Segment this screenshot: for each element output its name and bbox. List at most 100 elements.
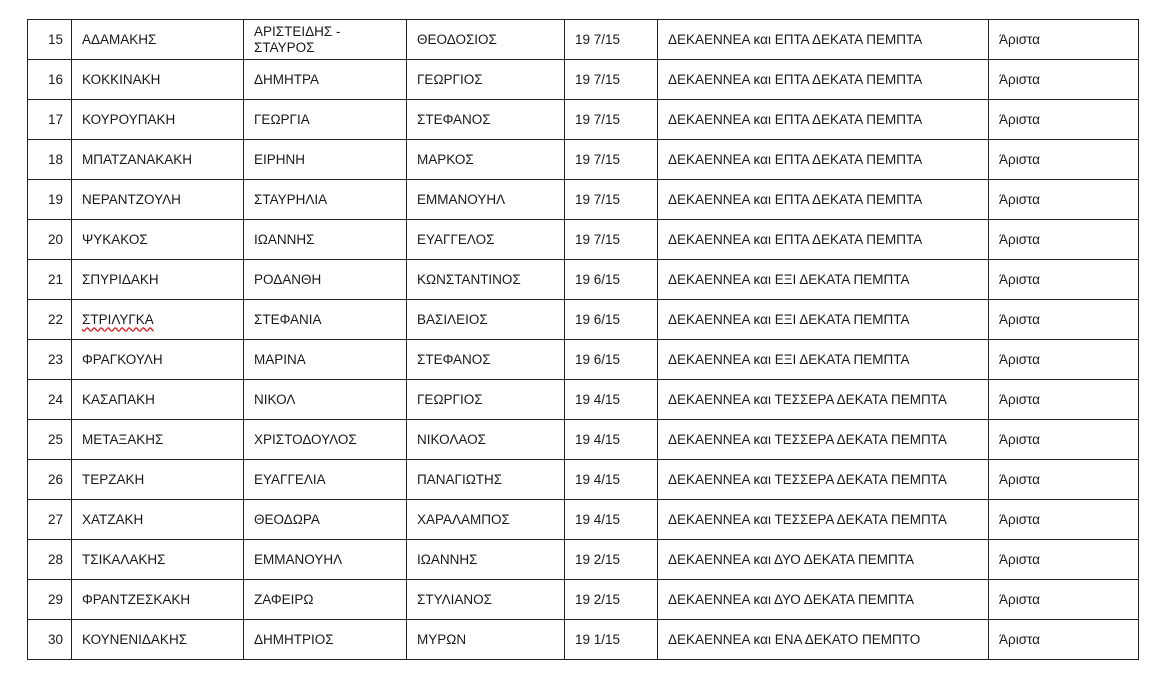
table-row: 25 ΜΕΤΑΞΑΚΗΣ ΧΡΙΣΤΟΔΟΥΛΟΣ ΝΙΚΟΛΑΟΣ 19 4/15 ΔΕ…	[27, 419, 1139, 460]
first-name-cell: ΖΑΦΕΙΡΩ	[243, 579, 407, 620]
mark-cell: Άριστα	[988, 579, 1139, 620]
grade-in-words-text: ΔΕΚΑΕΝΝΕΑ και ΤΕΣΣΕΡΑ ΔΕΚΑΤΑ ΠΕΜΠΤΑ	[668, 471, 947, 487]
father-name-text: ΙΩΑΝΝΗΣ	[417, 551, 478, 567]
surname-cell: ΤΕΡΖΑΚΗ	[71, 459, 244, 500]
grade-in-words-cell: ΔΕΚΑΕΝΝΕΑ και ΕΠΤΑ ΔΕΚΑΤΑ ΠΕΜΠΤΑ	[657, 179, 989, 220]
row-number-cell: 25	[27, 419, 72, 460]
father-name-text: ΘΕΟΔΟΣΙΟΣ	[417, 31, 497, 47]
row-number-text: 25	[47, 431, 63, 447]
first-name-text: ΕΙΡΗΝΗ	[254, 151, 306, 167]
surname-text: ΚΟΚΚΙΝΑΚΗ	[82, 71, 161, 87]
row-number-cell: 21	[27, 259, 72, 300]
row-number-cell: 29	[27, 579, 72, 620]
grade-cell: 19 2/15	[564, 579, 658, 620]
first-name-cell: ΕΜΜΑΝΟΥΗΛ	[243, 539, 407, 580]
surname-text: ΣΠΥΡΙΔΑΚΗ	[82, 271, 159, 287]
mark-cell: Άριστα	[988, 139, 1139, 180]
first-name-cell: ΝΙΚΟΛ	[243, 379, 407, 420]
surname-cell: ΚΟΚΚΙΝΑΚΗ	[71, 59, 244, 100]
grade-in-words-cell: ΔΕΚΑΕΝΝΕΑ και ΕΝΑ ΔΕΚΑΤΟ ΠΕΜΠΤΟ	[657, 619, 989, 660]
grade-cell: 19 7/15	[564, 179, 658, 220]
grade-text: 19 4/15	[575, 391, 621, 407]
mark-cell: Άριστα	[988, 219, 1139, 260]
row-number-text: 23	[47, 351, 63, 367]
grade-cell: 19 4/15	[564, 419, 658, 460]
first-name-text: ΧΡΙΣΤΟΔΟΥΛΟΣ	[254, 431, 357, 447]
row-number-cell: 23	[27, 339, 72, 380]
grade-in-words-cell: ΔΕΚΑΕΝΝΕΑ και ΔΥΟ ΔΕΚΑΤΑ ΠΕΜΠΤΑ	[657, 579, 989, 620]
first-name-text: ΜΑΡΙΝΑ	[254, 351, 306, 367]
surname-text: ΨΥΚΑΚΟΣ	[82, 231, 148, 247]
grade-in-words-text: ΔΕΚΑΕΝΝΕΑ και ΕΠΤΑ ΔΕΚΑΤΑ ΠΕΜΠΤΑ	[668, 111, 923, 127]
table-row: 30 ΚΟΥΝΕΝΙΔΑΚΗΣ ΔΗΜΗΤΡΙΟΣ ΜΥΡΩΝ 19 1/15 ΔΕΚΑΕ…	[27, 619, 1139, 660]
table-row: 24 ΚΑΣΑΠΑΚΗ ΝΙΚΟΛ ΓΕΩΡΓΙΟΣ 19 4/15 ΔΕΚΑΕΝΝΕΑ …	[27, 379, 1139, 420]
grade-in-words-text: ΔΕΚΑΕΝΝΕΑ και ΕΠΤΑ ΔΕΚΑΤΑ ΠΕΜΠΤΑ	[668, 31, 923, 47]
grade-in-words-text: ΔΕΚΑΕΝΝΕΑ και ΔΥΟ ΔΕΚΑΤΑ ΠΕΜΠΤΑ	[668, 591, 914, 607]
first-name-text: ΡΟΔΑΝΘΗ	[254, 271, 322, 287]
father-name-text: ΜΑΡΚΟΣ	[417, 151, 474, 167]
father-name-cell: ΕΜΜΑΝΟΥΗΛ	[406, 179, 565, 220]
grade-text: 19 4/15	[575, 511, 621, 527]
row-number-text: 26	[47, 471, 63, 487]
mark-text: Άριστα	[999, 351, 1040, 367]
grade-cell: 19 1/15	[564, 619, 658, 660]
surname-cell: ΚΑΣΑΠΑΚΗ	[71, 379, 244, 420]
father-name-text: ΕΥΑΓΓΕΛΟΣ	[417, 231, 495, 247]
grade-cell: 19 6/15	[564, 339, 658, 380]
row-number-text: 28	[47, 551, 63, 567]
table-row: 17 ΚΟΥΡΟΥΠΑΚΗ ΓΕΩΡΓΙΑ ΣΤΕΦΑΝΟΣ 19 7/15 ΔΕΚΑΕΝ…	[27, 99, 1139, 140]
table-row: 18 ΜΠΑΤΖΑΝΑΚΑΚΗ ΕΙΡΗΝΗ ΜΑΡΚΟΣ 19 7/15 ΔΕΚΑΕΝΝ…	[27, 139, 1139, 180]
surname-text: ΤΕΡΖΑΚΗ	[82, 471, 145, 487]
row-number-text: 27	[47, 511, 63, 527]
father-name-cell: ΜΥΡΩΝ	[406, 619, 565, 660]
first-name-text: ΔΗΜΗΤΡΑ	[254, 71, 320, 87]
first-name-text: ΔΗΜΗΤΡΙΟΣ	[254, 631, 334, 647]
grade-in-words-text: ΔΕΚΑΕΝΝΕΑ και ΕΞΙ ΔΕΚΑΤΑ ΠΕΜΠΤΑ	[668, 351, 910, 367]
grade-in-words-cell: ΔΕΚΑΕΝΝΕΑ και ΕΠΤΑ ΔΕΚΑΤΑ ΠΕΜΠΤΑ	[657, 19, 989, 60]
grade-in-words-text: ΔΕΚΑΕΝΝΕΑ και ΔΥΟ ΔΕΚΑΤΑ ΠΕΜΠΤΑ	[668, 551, 914, 567]
first-name-text: ΣΤΑΥΡΗΛΙΑ	[254, 191, 328, 207]
first-name-cell: ΔΗΜΗΤΡΙΟΣ	[243, 619, 407, 660]
grade-in-words-cell: ΔΕΚΑΕΝΝΕΑ και ΕΠΤΑ ΔΕΚΑΤΑ ΠΕΜΠΤΑ	[657, 99, 989, 140]
grade-in-words-cell: ΔΕΚΑΕΝΝΕΑ και ΤΕΣΣΕΡΑ ΔΕΚΑΤΑ ΠΕΜΠΤΑ	[657, 379, 989, 420]
father-name-text: ΣΤΕΦΑΝΟΣ	[417, 111, 491, 127]
table-row: 28 ΤΣΙΚΑΛΑΚΗΣ ΕΜΜΑΝΟΥΗΛ ΙΩΑΝΝΗΣ 19 2/15 ΔΕΚΑΕ…	[27, 539, 1139, 580]
surname-cell: ΨΥΚΑΚΟΣ	[71, 219, 244, 260]
first-name-cell: ΡΟΔΑΝΘΗ	[243, 259, 407, 300]
grade-text: 19 7/15	[575, 151, 621, 167]
grade-text: 19 2/15	[575, 591, 621, 607]
surname-text: ΝΕΡΑΝΤΖΟΥΛΗ	[82, 191, 181, 207]
grade-text: 19 7/15	[575, 71, 621, 87]
grade-in-words-text: ΔΕΚΑΕΝΝΕΑ και ΤΕΣΣΕΡΑ ΔΕΚΑΤΑ ΠΕΜΠΤΑ	[668, 431, 947, 447]
mark-text: Άριστα	[999, 151, 1040, 167]
grade-cell: 19 7/15	[564, 19, 658, 60]
father-name-text: ΕΜΜΑΝΟΥΗΛ	[417, 191, 506, 207]
father-name-cell: ΣΤΥΛΙΑΝΟΣ	[406, 579, 565, 620]
grades-table-body: 15 ΑΔΑΜΑΚΗΣ ΑΡΙΣΤΕΙΔΗΣ - ΣΤΑΥΡΟΣ ΘΕΟΔΟΣΙΟΣ 1…	[27, 19, 1139, 660]
mark-cell: Άριστα	[988, 99, 1139, 140]
mark-text: Άριστα	[999, 391, 1040, 407]
grade-cell: 19 2/15	[564, 539, 658, 580]
first-name-cell: ΕΙΡΗΝΗ	[243, 139, 407, 180]
row-number-text: 16	[47, 71, 63, 87]
grade-cell: 19 7/15	[564, 139, 658, 180]
row-number-text: 17	[47, 111, 63, 127]
surname-cell: ΦΡΑΝΤΖΕΣΚΑΚΗ	[71, 579, 244, 620]
first-name-text: ΕΜΜΑΝΟΥΗΛ	[254, 551, 343, 567]
row-number-cell: 28	[27, 539, 72, 580]
grades-table: 15 ΑΔΑΜΑΚΗΣ ΑΡΙΣΤΕΙΔΗΣ - ΣΤΑΥΡΟΣ ΘΕΟΔΟΣΙΟΣ 1…	[27, 19, 1139, 660]
grade-text: 19 7/15	[575, 191, 621, 207]
first-name-text: ΙΩΑΝΝΗΣ	[254, 231, 315, 247]
mark-cell: Άριστα	[988, 59, 1139, 100]
grade-in-words-text: ΔΕΚΑΕΝΝΕΑ και ΕΞΙ ΔΕΚΑΤΑ ΠΕΜΠΤΑ	[668, 271, 910, 287]
row-number-cell: 15	[27, 19, 72, 60]
first-name-text: ΣΤΕΦΑΝΙΑ	[254, 311, 322, 327]
table-row: 27 ΧΑΤΖΑΚΗ ΘΕΟΔΩΡΑ ΧΑΡΑΛΑΜΠΟΣ 19 4/15 ΔΕΚΑΕΝΝ…	[27, 499, 1139, 540]
first-name-cell: ΔΗΜΗΤΡΑ	[243, 59, 407, 100]
grade-cell: 19 7/15	[564, 99, 658, 140]
table-row: 19 ΝΕΡΑΝΤΖΟΥΛΗ ΣΤΑΥΡΗΛΙΑ ΕΜΜΑΝΟΥΗΛ 19 7/15 ΔΕ…	[27, 179, 1139, 220]
surname-cell: ΑΔΑΜΑΚΗΣ	[71, 19, 244, 60]
first-name-cell: ΙΩΑΝΝΗΣ	[243, 219, 407, 260]
grade-in-words-text: ΔΕΚΑΕΝΝΕΑ και ΕΠΤΑ ΔΕΚΑΤΑ ΠΕΜΠΤΑ	[668, 231, 923, 247]
father-name-cell: ΝΙΚΟΛΑΟΣ	[406, 419, 565, 460]
